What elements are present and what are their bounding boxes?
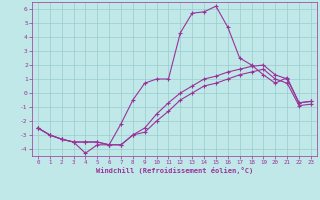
X-axis label: Windchill (Refroidissement éolien,°C): Windchill (Refroidissement éolien,°C): [96, 167, 253, 174]
